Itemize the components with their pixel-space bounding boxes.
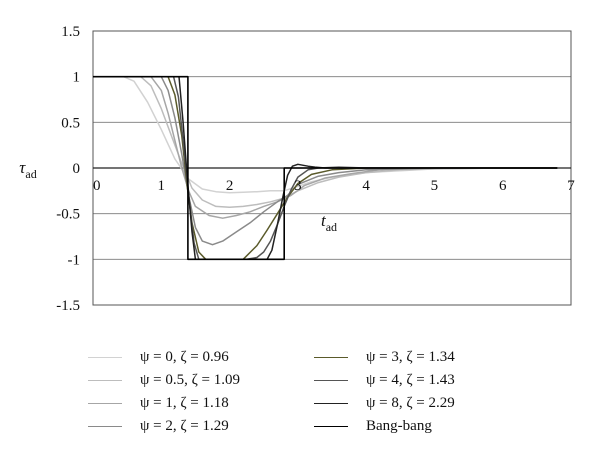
legend-label: ψ = 0.5, ζ = 1.09 (140, 371, 241, 388)
legend-swatch (314, 425, 348, 427)
legend-label: ψ = 4, ζ = 1.43 (366, 371, 455, 388)
legend-item: ψ = 8, ζ = 2.29 (314, 392, 455, 414)
y-tick-labels: 1.5 1 0.5 0 -0.5 -1 -1.5 (56, 24, 80, 314)
x-tick-label: 7 (567, 178, 575, 194)
legend-label: ψ = 2, ζ = 1.29 (140, 417, 229, 434)
legend-label: ψ = 0, ζ = 0.96 (140, 348, 229, 365)
x-tick-label: 6 (499, 178, 507, 194)
x-tick-label: 4 (362, 178, 370, 194)
legend-item: Bang-bang (314, 415, 432, 437)
legend-swatch (88, 402, 122, 404)
y-tick-label: -1.5 (56, 298, 80, 314)
legend-item: ψ = 4, ζ = 1.43 (314, 369, 455, 391)
legend-item: ψ = 3, ζ = 1.34 (314, 346, 455, 368)
y-axis-label-main: τ (19, 158, 26, 177)
x-tick-label: 1 (158, 178, 166, 194)
legend-swatch (88, 425, 122, 427)
legend-label: ψ = 8, ζ = 2.29 (366, 394, 455, 411)
y-tick-label: -0.5 (56, 207, 80, 223)
legend-label: Bang-bang (366, 417, 432, 434)
series-line-3 (93, 75, 558, 246)
legend-label: ψ = 3, ζ = 1.34 (366, 348, 455, 365)
legend-item: ψ = 0, ζ = 0.96 (88, 346, 229, 368)
legend-swatch (88, 379, 122, 381)
legend-label: ψ = 1, ζ = 1.18 (140, 394, 229, 411)
x-axis-label-sub: ad (326, 220, 337, 234)
x-tick-label: 0 (93, 178, 101, 194)
legend-swatch (314, 379, 348, 381)
legend-item: ψ = 1, ζ = 1.18 (88, 392, 229, 414)
legend-swatch (314, 356, 348, 358)
x-axis-label: tad (321, 211, 337, 234)
x-tick-labels: 0 1 2 3 4 5 6 7 (93, 178, 575, 194)
y-axis-label-sub: ad (25, 167, 36, 181)
series-layer (93, 75, 558, 261)
y-tick-label: 0.5 (61, 115, 80, 131)
y-axis-label: τad (19, 158, 36, 181)
x-tick-label: 3 (294, 178, 302, 194)
x-tick-label: 5 (431, 178, 439, 194)
series-line-7 (93, 75, 558, 261)
series-line-1 (93, 75, 558, 209)
legend-item: ψ = 0.5, ζ = 1.09 (88, 369, 240, 391)
x-tick-label: 2 (226, 178, 234, 194)
y-tick-label: 1.5 (61, 24, 80, 40)
legend-swatch (314, 402, 348, 404)
x-axis-label-main: t (321, 211, 327, 230)
legend-item: ψ = 2, ζ = 1.29 (88, 415, 229, 437)
y-tick-label: -1 (68, 252, 81, 268)
y-tick-label: 1 (73, 70, 81, 86)
series-line-2 (93, 75, 558, 219)
y-tick-label: 0 (73, 161, 81, 177)
legend-swatch (88, 356, 122, 358)
legend: ψ = 0, ζ = 0.96 ψ = 0.5, ζ = 1.09 ψ = 1, ζ… (88, 346, 528, 456)
